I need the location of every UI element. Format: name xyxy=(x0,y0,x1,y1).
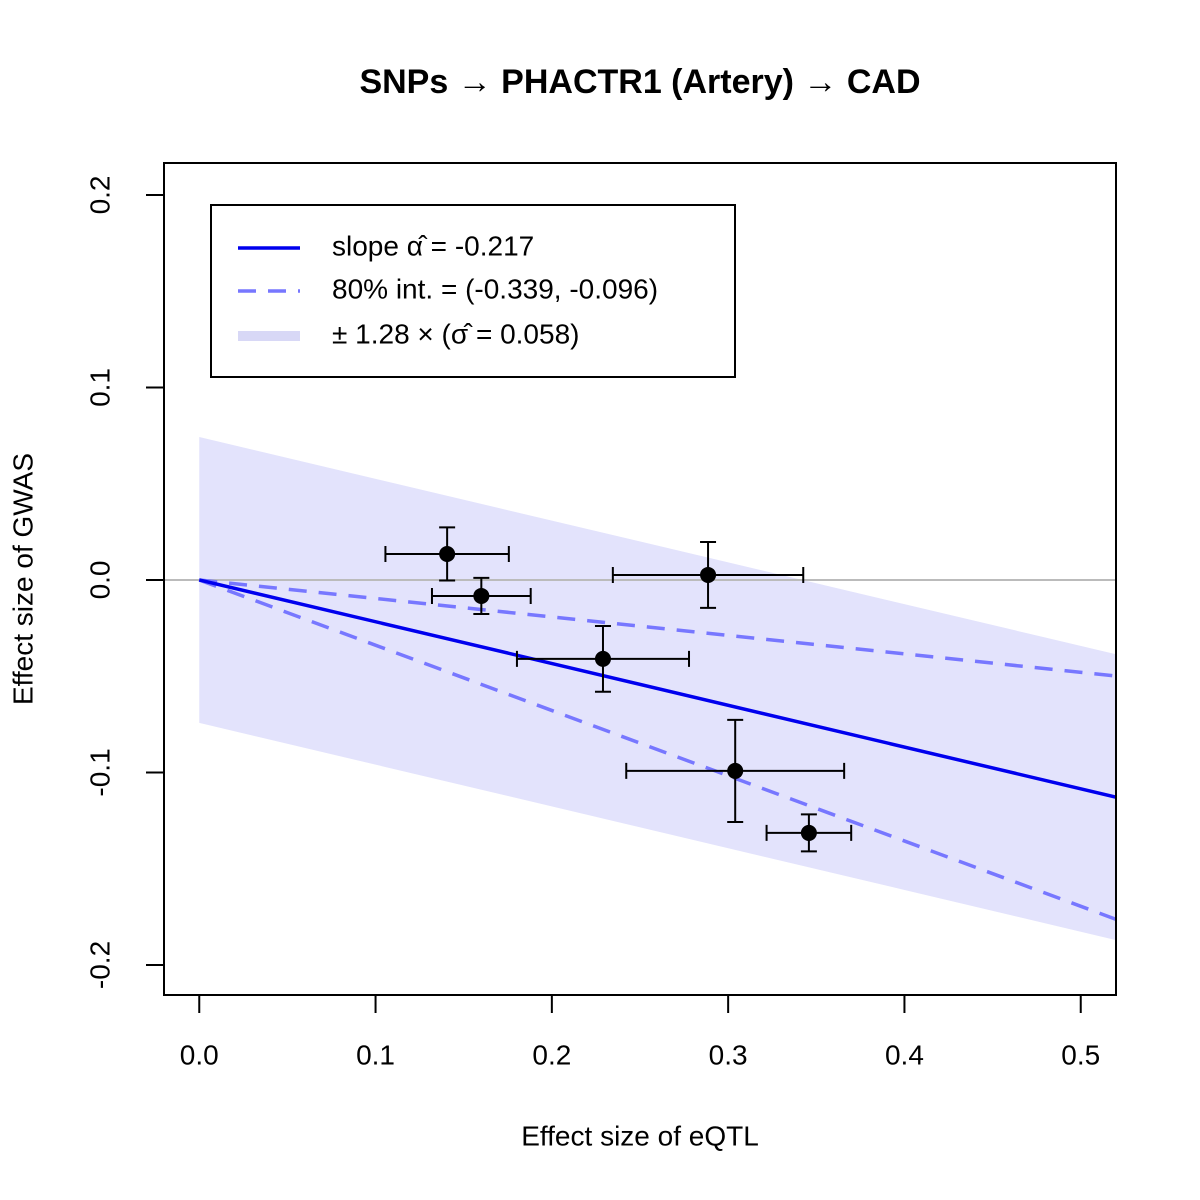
point xyxy=(439,545,456,562)
point xyxy=(594,650,611,667)
y-axis-label: Effect size of GWAS xyxy=(7,453,38,705)
x-tick-label: 0.2 xyxy=(532,1039,571,1070)
point xyxy=(700,566,717,583)
y-tick-label: 0.2 xyxy=(84,175,115,214)
x-tick-label: 0.5 xyxy=(1061,1039,1100,1070)
plot-area xyxy=(164,437,1116,941)
point xyxy=(473,587,490,604)
y-tick-label: -0.2 xyxy=(84,941,115,989)
legend-label: slope α̂ = -0.217 xyxy=(332,230,534,261)
legend-label: ± 1.28 × (σ̂ = 0.058) xyxy=(332,318,579,349)
slope-line xyxy=(198,578,1116,799)
x-axis-label: Effect size of eQTL xyxy=(521,1120,759,1151)
point xyxy=(727,762,744,779)
y-tick-label: 0.0 xyxy=(84,560,115,599)
chart-title: SNPs → PHACTR1 (Artery) → CAD xyxy=(359,63,920,101)
y-tick-label: -0.1 xyxy=(84,748,115,796)
legend: slope α̂ = -0.217 80% int. = (-0.339, -0.… xyxy=(210,204,736,378)
x-tick-label: 0.0 xyxy=(180,1039,219,1070)
x-tick-label: 0.4 xyxy=(885,1039,924,1070)
interval-line xyxy=(198,578,1116,921)
x-tick-label: 0.3 xyxy=(709,1039,748,1070)
point xyxy=(800,824,817,841)
legend-label: 80% int. = (-0.339, -0.096) xyxy=(332,273,658,304)
interval-line xyxy=(199,578,1116,678)
x-tick-label: 0.1 xyxy=(356,1039,395,1070)
y-tick-label: 0.1 xyxy=(84,368,115,407)
